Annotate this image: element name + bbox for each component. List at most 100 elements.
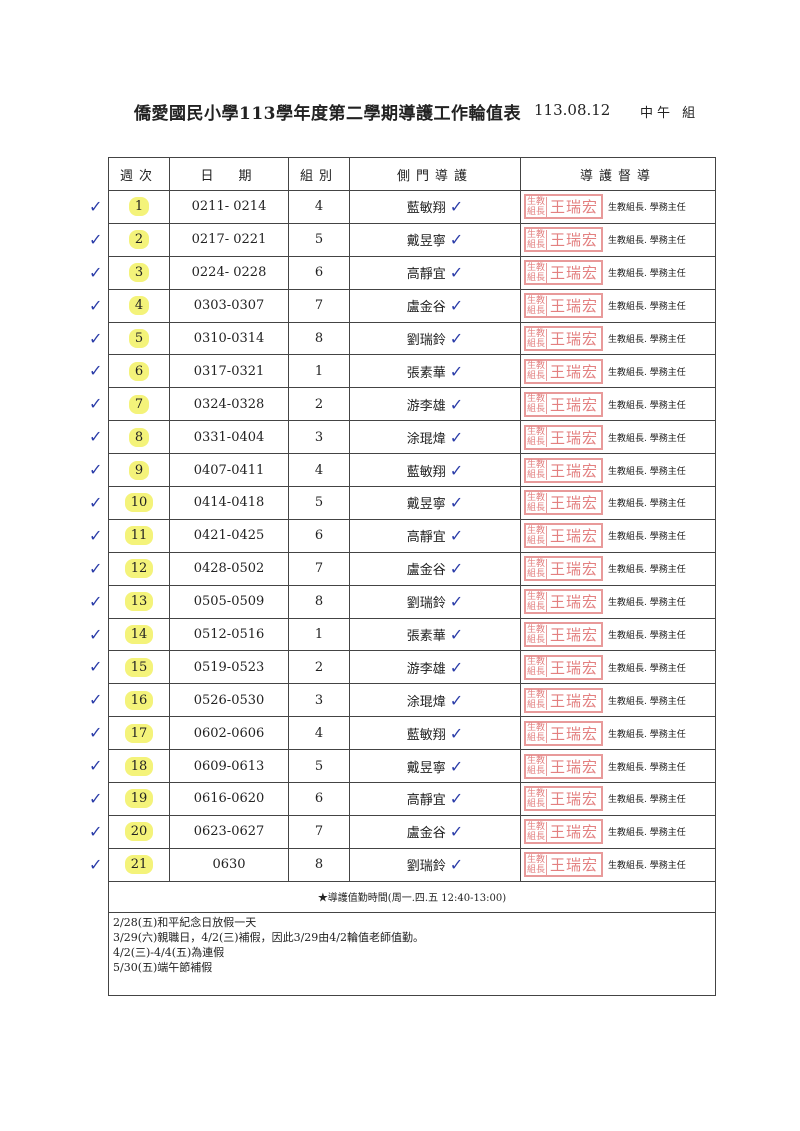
side-gate-cell: 游李雄 ✓ — [349, 387, 521, 422]
supervisor-title: 生教組長. 學務主任 — [608, 663, 686, 674]
checkmark-icon: ✓ — [89, 624, 103, 644]
week-number: 19 — [124, 789, 154, 809]
checkmark-icon: ✓ — [449, 625, 464, 645]
week-number: 9 — [128, 460, 150, 480]
date-range: 0310-0314 — [169, 321, 289, 356]
table-row: ✓ 17 0602-0606 4 藍敏翔 ✓ 生教組長 王瑞宏 生教組長. 學務主任 — [89, 716, 716, 751]
checkmark-icon: ✓ — [449, 329, 464, 348]
group-number: 8 — [288, 847, 350, 882]
group-number: 6 — [288, 782, 350, 816]
week-number: 2 — [128, 230, 150, 250]
week-cell: ✓ 1 — [89, 190, 170, 224]
supervisor-cell: 生教組長 王瑞宏 生教組長. 學務主任 — [520, 387, 716, 422]
seal-title: 生教組長 — [526, 328, 547, 349]
side-gate-cell: 張素華 ✓ — [349, 617, 521, 652]
side-gate-cell: 盧金谷 ✓ — [349, 814, 521, 849]
seal-name: 王瑞宏 — [550, 494, 599, 513]
week-number: 18 — [124, 756, 154, 776]
table-row: ✓ 21 0630 8 劉瑞鈴 ✓ 生教組長 王瑞宏 生教組長. 學務主任 — [89, 847, 716, 882]
seal-stamp: 生教組長 王瑞宏 — [524, 786, 604, 812]
checkmark-icon: ✓ — [89, 394, 103, 414]
seal-stamp: 生教組長 王瑞宏 — [524, 293, 604, 319]
checkmark-icon: ✓ — [89, 460, 103, 480]
group-number: 6 — [288, 518, 350, 553]
supervisor-cell: 生教組長 王瑞宏 生教組長. 學務主任 — [520, 255, 716, 290]
side-gate-cell: 劉瑞鈴 ✓ — [349, 321, 521, 356]
side-gate-cell: 藍敏翔 ✓ — [349, 190, 521, 224]
supervisor-cell: 生教組長 王瑞宏 生教組長. 學務主任 — [520, 486, 716, 520]
table-row: ✓ 13 0505-0509 8 劉瑞鈴 ✓ 生教組長 王瑞宏 生教組長. 學務主任 — [89, 584, 716, 619]
supervisor-cell: 生教組長 王瑞宏 生教組長. 學務主任 — [520, 847, 716, 882]
checkmark-icon: ✓ — [449, 263, 464, 283]
week-cell: ✓ 7 — [89, 387, 170, 422]
group-number: 1 — [288, 354, 350, 389]
checkmark-icon: ✓ — [89, 197, 103, 216]
side-gate-cell: 戴昱寧 ✓ — [349, 222, 521, 257]
seal-stamp: 生教組長 王瑞宏 — [524, 753, 604, 779]
seal-name: 王瑞宏 — [550, 856, 599, 875]
checkmark-icon: ✓ — [89, 690, 103, 710]
date-range: 0512-0516 — [169, 617, 289, 652]
week-cell: ✓ 4 — [89, 288, 170, 323]
table-row: ✓ 2 0217- 0221 5 戴昱寧 ✓ 生教組長 王瑞宏 生教組長. 學務主任 — [89, 222, 716, 257]
duty-teacher: 戴昱寧 — [406, 497, 446, 513]
seal-title: 生教組長 — [526, 624, 547, 645]
note: 3/29(六)親職日，4/2(三)補假，因此3/29由4/2輪值老師值勤。 — [113, 930, 424, 944]
table-row: ✓ 3 0224- 0228 6 高靜宜 ✓ 生教組長 王瑞宏 生教組長. 學務主任 — [89, 255, 716, 290]
duty-hours: ★導護值勤時間(周一.四.五 12:40-13:00) — [108, 880, 716, 913]
week-cell: ✓ 3 — [89, 255, 170, 290]
duty-teacher: 游李雄 — [406, 661, 446, 677]
duty-teacher: 盧金谷 — [406, 563, 446, 579]
supervisor-title: 生教組長. 學務主任 — [608, 631, 686, 642]
seal-title: 生教組長 — [526, 262, 547, 283]
group-number: 5 — [288, 486, 350, 520]
supervisor-cell: 生教組長 王瑞宏 生教組長. 學務主任 — [520, 420, 716, 455]
checkmark-icon: ✓ — [449, 361, 464, 381]
date-range: 0616-0620 — [169, 782, 289, 816]
date-range: 0324-0328 — [169, 387, 289, 422]
note: 5/30(五)端午節補假 — [113, 960, 213, 974]
date-range: 0331-0404 — [169, 420, 289, 455]
date-range: 0519-0523 — [169, 650, 289, 685]
seal-name: 王瑞宏 — [550, 395, 599, 414]
seal-name: 王瑞宏 — [550, 560, 599, 579]
checkmark-icon: ✓ — [89, 525, 103, 545]
table-row: ✓ 19 0616-0620 6 高靜宜 ✓ 生教組長 王瑞宏 生教組長. 學務主任 — [89, 782, 716, 816]
week-number: 5 — [128, 329, 150, 348]
week-cell: ✓ 14 — [89, 617, 170, 652]
checkmark-icon: ✓ — [449, 690, 464, 710]
group-number: 4 — [288, 453, 350, 488]
date-range: 0630 — [169, 847, 289, 882]
group-number: 4 — [288, 190, 350, 224]
supervisor-cell: 生教組長 王瑞宏 生教組長. 學務主任 — [520, 453, 716, 488]
week-cell: ✓ 9 — [89, 453, 170, 488]
supervisor-cell: 生教組長 王瑞宏 生教組長. 學務主任 — [520, 190, 716, 224]
side-gate-cell: 劉瑞鈴 ✓ — [349, 847, 521, 882]
seal-stamp: 生教組長 王瑞宏 — [524, 622, 604, 648]
duty-teacher: 游李雄 — [406, 398, 446, 414]
group-number: 3 — [288, 420, 350, 455]
date-range: 0407-0411 — [169, 453, 289, 488]
checkmark-icon: ✓ — [449, 822, 464, 842]
checkmark-icon: ✓ — [449, 592, 464, 612]
seal-stamp: 生教組長 王瑞宏 — [524, 687, 604, 713]
column-header: 組別 — [288, 157, 350, 191]
date-range: 0609-0613 — [169, 749, 289, 784]
week-cell: ✓ 8 — [89, 420, 170, 455]
table-row: ✓ 16 0526-0530 3 涂琨煒 ✓ 生教組長 王瑞宏 生教組長. 學務主任 — [89, 683, 716, 718]
seal-stamp: 生教組長 王瑞宏 — [524, 589, 604, 615]
checkmark-icon: ✓ — [449, 394, 464, 414]
table-row: ✓ 4 0303-0307 7 盧金谷 ✓ 生教組長 王瑞宏 生教組長. 學務主任 — [89, 288, 716, 323]
week-number: 11 — [124, 526, 154, 546]
group-number: 3 — [288, 683, 350, 718]
duty-teacher: 高靜宜 — [406, 793, 446, 809]
checkmark-icon: ✓ — [449, 427, 464, 447]
table-row: ✓ 7 0324-0328 2 游李雄 ✓ 生教組長 王瑞宏 生教組長. 學務主任 — [89, 387, 716, 422]
week-cell: ✓ 11 — [89, 518, 170, 553]
table-row: ✓ 18 0609-0613 5 戴昱寧 ✓ 生教組長 王瑞宏 生教組長. 學務主任 — [89, 749, 716, 784]
side-gate-cell: 游李雄 ✓ — [349, 650, 521, 685]
duty-teacher: 藍敏翔 — [406, 464, 446, 480]
table-row: ✓ 6 0317-0321 1 張素華 ✓ 生教組長 王瑞宏 生教組長. 學務主任 — [89, 354, 716, 389]
week-cell: ✓ 17 — [89, 716, 170, 751]
checkmark-icon: ✓ — [89, 657, 103, 677]
